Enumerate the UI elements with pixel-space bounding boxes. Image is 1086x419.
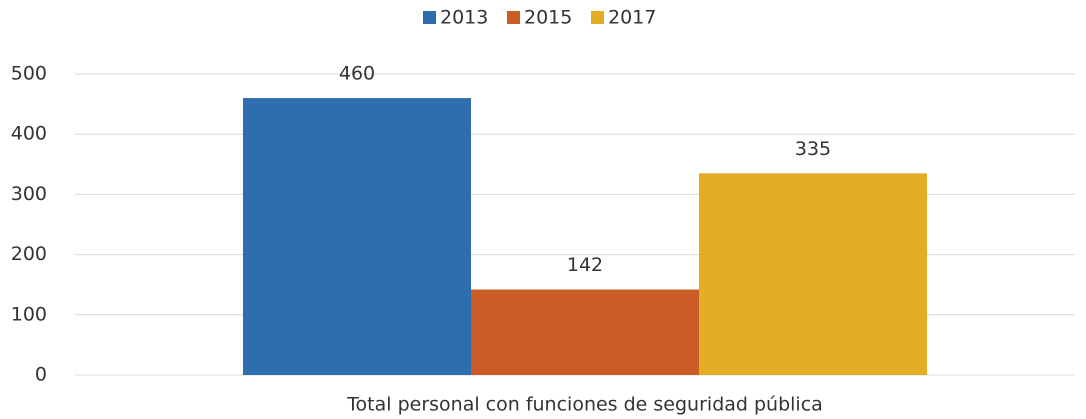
bar bbox=[699, 173, 927, 375]
legend-label: 2013 bbox=[440, 7, 488, 29]
legend-label: 2017 bbox=[608, 7, 656, 29]
data-label: 335 bbox=[795, 138, 831, 160]
y-tick-label: 400 bbox=[11, 123, 47, 145]
bar bbox=[243, 98, 471, 375]
bar bbox=[471, 289, 699, 375]
y-tick-label: 300 bbox=[11, 183, 47, 205]
legend-swatch bbox=[423, 11, 436, 24]
y-tick-label: 200 bbox=[11, 243, 47, 265]
y-tick-label: 0 bbox=[35, 364, 47, 386]
x-tick-label: Total personal con funciones de segurida… bbox=[346, 394, 823, 416]
legend-label: 2015 bbox=[524, 7, 572, 29]
data-label: 142 bbox=[567, 254, 603, 276]
data-label: 460 bbox=[339, 63, 375, 85]
y-tick-label: 500 bbox=[11, 63, 47, 85]
y-tick-label: 100 bbox=[11, 303, 47, 325]
legend-swatch bbox=[591, 11, 604, 24]
legend-swatch bbox=[507, 11, 520, 24]
